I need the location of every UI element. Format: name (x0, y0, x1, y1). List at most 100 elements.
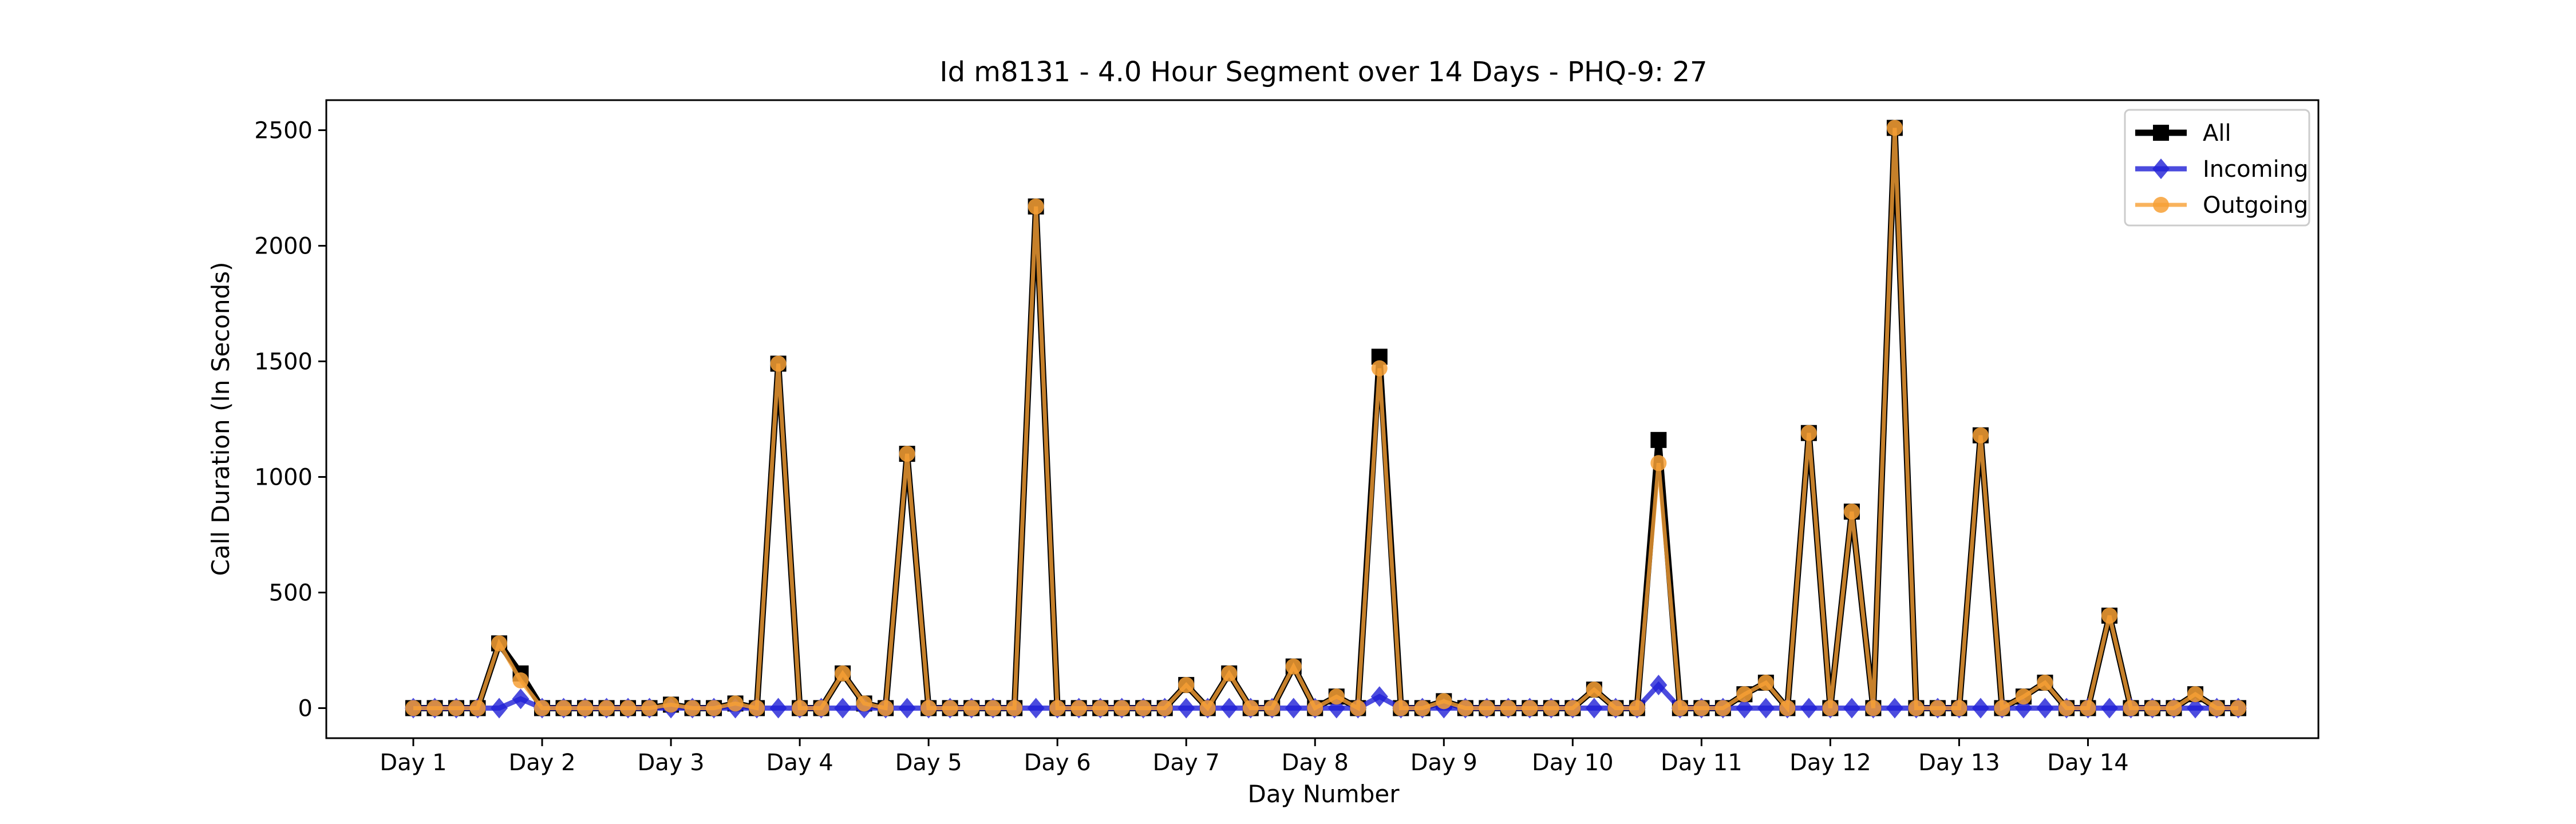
legend-label-all: All (2203, 120, 2231, 146)
point-incoming-23 (898, 698, 916, 719)
point-incoming-67 (1843, 698, 1860, 719)
point-incoming-36 (1178, 698, 1195, 719)
point-outgoing-61 (1714, 700, 1731, 716)
point-outgoing-32 (1092, 700, 1109, 716)
point-outgoing-6 (534, 700, 551, 716)
x-tick-label-8: Day 9 (1411, 750, 1477, 776)
x-tick-label-4: Day 5 (895, 750, 962, 776)
point-incoming-5 (512, 688, 530, 710)
x-tick-label-2: Day 3 (637, 750, 704, 776)
x-tick-label-12: Day 13 (1918, 750, 2000, 776)
point-outgoing-72 (1951, 700, 1967, 716)
point-incoming-38 (1220, 698, 1238, 719)
point-outgoing-77 (2058, 700, 2075, 716)
y-axis: 0 500 1000 1500 2000 2500 (254, 118, 326, 722)
point-outgoing-19 (813, 700, 829, 716)
y-tick-label-1: 500 (269, 580, 313, 606)
point-outgoing-33 (1113, 700, 1130, 716)
legend-box (2124, 109, 2310, 227)
point-outgoing-53 (1543, 700, 1559, 716)
point-outgoing-44 (1350, 700, 1366, 716)
point-outgoing-49 (1457, 700, 1473, 716)
point-incoming-62 (1736, 698, 1753, 719)
point-outgoing-70 (1908, 700, 1925, 716)
x-tick-label-11: Day 12 (1789, 750, 1871, 776)
legend: All Incoming Outgoing (2124, 109, 2310, 227)
plot-frame (325, 99, 2320, 739)
point-outgoing-14 (706, 700, 722, 716)
point-incoming-55 (1585, 698, 1603, 719)
point-outgoing-69 (1886, 120, 1903, 136)
y-axis-label: Call Duration (In Seconds) (207, 262, 235, 576)
point-outgoing-63 (1757, 675, 1774, 691)
point-incoming-63 (1757, 698, 1775, 719)
point-outgoing-15 (727, 695, 744, 712)
point-incoming-58 (1650, 675, 1668, 696)
x-tick-label-6: Day 7 (1153, 750, 1220, 776)
point-outgoing-47 (1414, 700, 1431, 716)
point-outgoing-28 (1006, 700, 1023, 716)
point-incoming-29 (1027, 698, 1045, 719)
point-outgoing-35 (1156, 700, 1173, 716)
point-outgoing-55 (1586, 682, 1602, 698)
point-outgoing-39 (1242, 700, 1259, 716)
y-tick-label-4: 2000 (254, 233, 313, 260)
x-tick-label-9: Day 10 (1532, 750, 1614, 776)
point-outgoing-68 (1865, 700, 1882, 716)
point-outgoing-29 (1028, 198, 1044, 215)
point-outgoing-45 (1371, 360, 1388, 377)
point-outgoing-46 (1393, 700, 1409, 716)
point-outgoing-1 (426, 700, 443, 716)
point-outgoing-38 (1221, 665, 1238, 682)
point-outgoing-64 (1779, 700, 1796, 716)
x-tick-label-0: Day 1 (380, 750, 447, 776)
point-outgoing-43 (1328, 688, 1345, 705)
point-outgoing-81 (2144, 700, 2160, 716)
point-outgoing-54 (1564, 700, 1581, 716)
point-outgoing-83 (2187, 686, 2203, 703)
series-layer (405, 120, 2247, 719)
legend-marker-incoming (2152, 159, 2170, 179)
x-tick-label-1: Day 2 (508, 750, 575, 776)
point-outgoing-71 (1929, 700, 1946, 716)
point-incoming-76 (2036, 698, 2054, 719)
point-incoming-45 (1370, 686, 1388, 707)
point-outgoing-73 (1972, 427, 1989, 443)
chart-title: Id m8131 - 4.0 Hour Segment over 14 Days… (939, 56, 1707, 88)
point-outgoing-85 (2230, 700, 2246, 716)
point-incoming-41 (1285, 698, 1302, 719)
x-axis: Day 1 Day 2 Day 3 Day 4 Day 5 Day 6 Day 7 Day 8… (380, 738, 2129, 776)
point-outgoing-27 (985, 700, 1001, 716)
point-outgoing-18 (792, 700, 808, 716)
point-outgoing-78 (2080, 700, 2096, 716)
point-outgoing-31 (1070, 700, 1087, 716)
point-outgoing-65 (1800, 425, 1817, 441)
point-outgoing-51 (1500, 700, 1516, 716)
point-outgoing-9 (598, 700, 615, 716)
y-tick-label-3: 1500 (254, 349, 313, 375)
point-incoming-83 (2186, 698, 2204, 719)
point-outgoing-62 (1736, 686, 1753, 703)
point-incoming-17 (769, 698, 787, 719)
x-tick-label-3: Day 4 (767, 750, 833, 776)
point-outgoing-34 (1135, 700, 1152, 716)
point-all-58 (1650, 431, 1667, 448)
point-outgoing-48 (1436, 693, 1452, 710)
point-outgoing-16 (749, 700, 765, 716)
legend-label-incoming: Incoming (2203, 156, 2308, 183)
point-outgoing-50 (1479, 700, 1495, 716)
point-outgoing-0 (405, 700, 421, 716)
legend-marker-outgoing (2153, 197, 2169, 213)
point-outgoing-57 (1629, 700, 1645, 716)
point-outgoing-3 (469, 700, 486, 716)
x-tick-label-10: Day 11 (1661, 750, 1743, 776)
point-outgoing-10 (620, 700, 637, 716)
point-outgoing-22 (878, 700, 894, 716)
point-outgoing-41 (1285, 658, 1302, 675)
point-outgoing-17 (770, 355, 787, 372)
x-tick-label-5: Day 6 (1024, 750, 1091, 776)
point-outgoing-30 (1049, 700, 1066, 716)
point-incoming-20 (834, 698, 852, 719)
point-outgoing-80 (2123, 700, 2139, 716)
